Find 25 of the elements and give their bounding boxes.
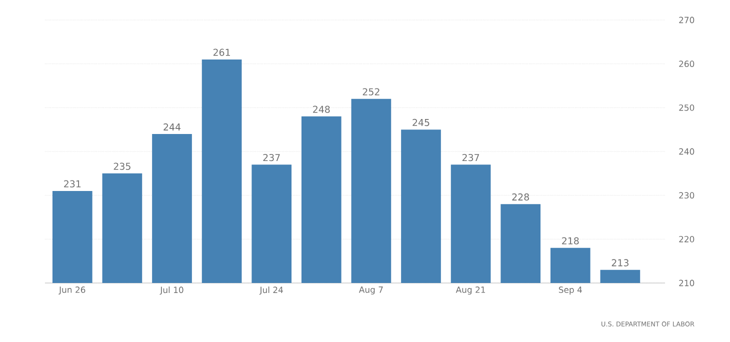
- y-tick-label: 260: [679, 60, 694, 68]
- data-label: 261: [213, 48, 230, 56]
- data-label: 218: [562, 237, 579, 244]
- y-tick-label: 210: [679, 280, 694, 286]
- data-label: 235: [114, 162, 130, 170]
- y-tick-label: 250: [679, 104, 694, 111]
- y-tick-label: 270: [679, 16, 694, 24]
- y-tick-label: 220: [679, 236, 694, 242]
- data-label: 248: [313, 106, 330, 113]
- x-tick-label: Jul 24: [259, 286, 283, 295]
- x-tick-label: Jun 26: [58, 286, 86, 295]
- x-tick-label: Sep 4: [558, 286, 582, 295]
- data-label: 244: [164, 123, 180, 130]
- x-tick-label: Aug 7: [358, 286, 383, 294]
- data-label: 228: [512, 193, 529, 201]
- data-label: 252: [362, 88, 380, 96]
- data-label: 237: [263, 154, 280, 162]
- x-tick-label: Jul 10: [160, 286, 184, 295]
- y-tick-label: 230: [679, 192, 694, 199]
- data-label: 237: [462, 154, 480, 162]
- data-label: 213: [612, 259, 628, 266]
- y-tick-label: 240: [679, 148, 694, 155]
- data-label: 231: [64, 180, 81, 188]
- data-label: 245: [412, 118, 430, 126]
- x-tick-label: Aug 21: [456, 286, 486, 295]
